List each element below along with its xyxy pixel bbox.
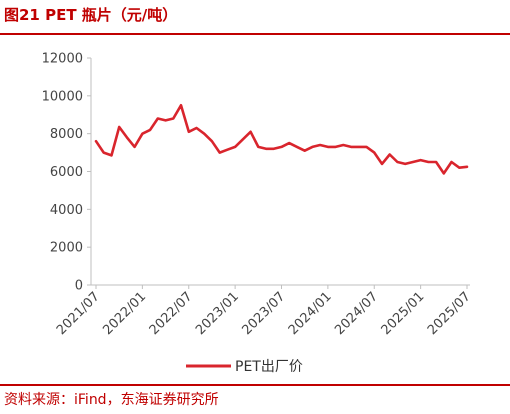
data-point	[412, 161, 414, 163]
y-tick-label: 8000	[50, 127, 83, 142]
data-point	[427, 161, 430, 163]
data-point	[273, 148, 275, 150]
data-point	[172, 117, 175, 120]
data-point	[334, 146, 337, 148]
data-point	[218, 151, 221, 154]
series-line-pet	[94, 104, 469, 175]
y-tick-label: 6000	[50, 165, 83, 180]
data-point	[443, 172, 445, 175]
y-tick-label: 12000	[42, 52, 83, 67]
y-tick-labels: 0 2000 4000 6000 8000 10000 12000	[42, 52, 83, 294]
chart-axes	[87, 57, 470, 289]
y-tick-label: 10000	[42, 89, 83, 104]
data-point	[257, 146, 260, 148]
data-point	[419, 159, 422, 161]
data-point	[288, 142, 291, 144]
data-point	[280, 146, 283, 148]
data-point	[157, 117, 159, 120]
data-point	[141, 132, 144, 135]
data-point	[118, 126, 120, 128]
data-point	[458, 166, 461, 169]
x-tick-labels: 2021/072022/012022/072023/012023/072024/…	[54, 289, 474, 338]
data-point	[435, 161, 437, 163]
source-note: 资料来源：iFind，东海证券研究所	[4, 392, 219, 408]
data-point	[342, 144, 345, 146]
chart-legend: PET出厂价	[186, 359, 303, 375]
data-point	[164, 119, 167, 122]
data-point	[327, 146, 329, 148]
y-tick-label: 4000	[50, 203, 83, 218]
data-point	[303, 149, 306, 152]
data-point	[466, 166, 468, 168]
data-point	[350, 146, 352, 148]
plot-area	[94, 104, 469, 175]
data-point	[296, 146, 298, 148]
y-tick-label: 2000	[50, 241, 83, 256]
data-point	[95, 140, 97, 142]
legend-label: PET出厂价	[235, 359, 303, 375]
data-point	[126, 136, 128, 139]
data-point	[234, 146, 236, 148]
data-point	[188, 131, 190, 133]
data-point	[149, 129, 151, 131]
data-point	[404, 163, 407, 165]
data-point	[450, 161, 453, 163]
data-point	[203, 132, 205, 135]
data-point	[110, 154, 113, 157]
data-point	[396, 161, 399, 163]
title-divider	[0, 33, 510, 35]
data-point	[319, 144, 321, 146]
x-tick-label: 2023/07	[240, 289, 289, 338]
x-tick-label: 2025/01	[379, 289, 428, 338]
data-point	[311, 146, 314, 148]
data-point	[373, 151, 376, 154]
source-divider	[0, 384, 510, 386]
data-point	[381, 163, 383, 165]
data-point	[226, 148, 229, 151]
data-point	[180, 104, 182, 107]
x-tick-label: 2022/01	[100, 289, 149, 338]
x-tick-label: 2022/07	[147, 289, 196, 338]
figure-title: 图21 PET 瓶片（元/吨）	[4, 6, 178, 24]
data-point	[195, 127, 198, 129]
data-point	[365, 146, 368, 148]
data-point	[242, 138, 244, 141]
x-tick-label: 2025/07	[425, 289, 474, 338]
data-point	[211, 140, 213, 142]
data-point	[265, 148, 267, 150]
x-tick-label: 2024/01	[286, 289, 335, 338]
y-tick-label: 0	[75, 279, 83, 294]
data-point	[388, 153, 391, 156]
x-tick-label: 2024/07	[332, 289, 381, 338]
data-point	[102, 151, 105, 154]
x-tick-label: 2021/07	[54, 289, 103, 338]
data-point	[249, 131, 252, 133]
data-point	[358, 146, 360, 148]
data-point	[133, 146, 136, 148]
x-tick-label: 2023/01	[193, 289, 242, 338]
